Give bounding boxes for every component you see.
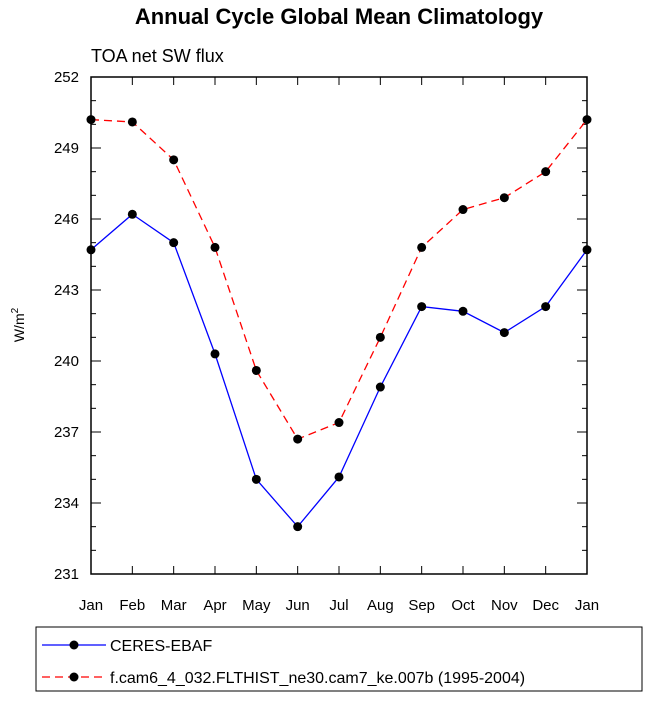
legend: CERES-EBAF f.cam6_4_032.FLTHIST_ne30.cam…: [35, 626, 643, 692]
series-0-point: [127, 209, 137, 219]
series-line-1: [90, 118, 588, 440]
legend-item-0: CERES-EBAF: [42, 638, 212, 655]
series-1-point: [169, 155, 179, 165]
legend-box: [35, 626, 643, 692]
x-tick-label: Apr: [203, 597, 226, 614]
x-tick-label: Jul: [329, 597, 348, 614]
legend-label-0: CERES-EBAF: [110, 638, 212, 655]
chart-title: Annual Cycle Global Mean Climatology: [135, 4, 544, 29]
y-tick-labels: 231 234 237 240 243 246 249 252: [54, 69, 79, 583]
series-0-point: [541, 302, 551, 312]
chart-subtitle: TOA net SW flux: [91, 46, 224, 66]
y-axis-label: W/m2: [10, 307, 27, 342]
x-tick-labels: Jan Feb Mar Apr May Jun Jul Aug Sep Oct Nov Dec Jan: [79, 597, 599, 614]
series-0-point: [334, 472, 344, 482]
series-1-point: [375, 332, 385, 342]
legend-marker-0: [69, 640, 79, 650]
series-1-point: [127, 117, 137, 127]
y-tick-label: 234: [54, 495, 79, 512]
series-0-point: [210, 349, 220, 359]
y-axis-label-base: W/m: [11, 313, 27, 342]
series-1-point: [210, 242, 220, 252]
series-1-point: [334, 418, 344, 428]
svg-text:W/m2: W/m2: [10, 307, 27, 342]
x-tick-label: Jun: [286, 597, 310, 614]
series-0-point: [458, 306, 468, 316]
series-0-point: [417, 302, 427, 312]
series-layer: [86, 115, 592, 532]
y-tick-label: 252: [54, 69, 79, 86]
series-0-point: [251, 474, 261, 484]
y-tick-label: 231: [54, 566, 79, 583]
series-1-point: [458, 205, 468, 215]
series-1-point: [417, 242, 427, 252]
x-tick-label: Feb: [119, 597, 145, 614]
legend-label-1: f.cam6_4_032.FLTHIST_ne30.cam7_ke.007b (…: [110, 670, 525, 687]
x-tick-label: Dec: [532, 597, 559, 614]
series-1-point: [251, 365, 261, 375]
series-1-point: [499, 193, 509, 203]
x-tick-label: Oct: [451, 597, 475, 614]
y-tick-label: 237: [54, 424, 79, 441]
series-0-point: [499, 328, 509, 338]
legend-marker-1: [69, 672, 79, 682]
x-tick-label: Sep: [408, 597, 435, 614]
series-1-point: [293, 434, 303, 444]
series-0-point: [293, 522, 303, 532]
x-tick-label: Jan: [575, 597, 599, 614]
plot-frame: [90, 76, 588, 575]
series-1-point: [541, 167, 551, 177]
x-tick-label: Mar: [161, 597, 187, 614]
x-tick-label: May: [242, 597, 271, 614]
legend-item-1: f.cam6_4_032.FLTHIST_ne30.cam7_ke.007b (…: [42, 670, 525, 687]
x-tick-label: Jan: [79, 597, 103, 614]
y-tick-label: 240: [54, 353, 79, 370]
series-0-point: [169, 238, 179, 248]
series-0-point: [375, 382, 385, 392]
y-axis-label-sup: 2: [10, 307, 21, 313]
x-tick-label: Nov: [491, 597, 518, 614]
y-tick-label: 246: [54, 211, 79, 228]
y-tick-label: 243: [54, 282, 79, 299]
x-tick-label: Aug: [367, 597, 394, 614]
y-tick-label: 249: [54, 140, 79, 157]
